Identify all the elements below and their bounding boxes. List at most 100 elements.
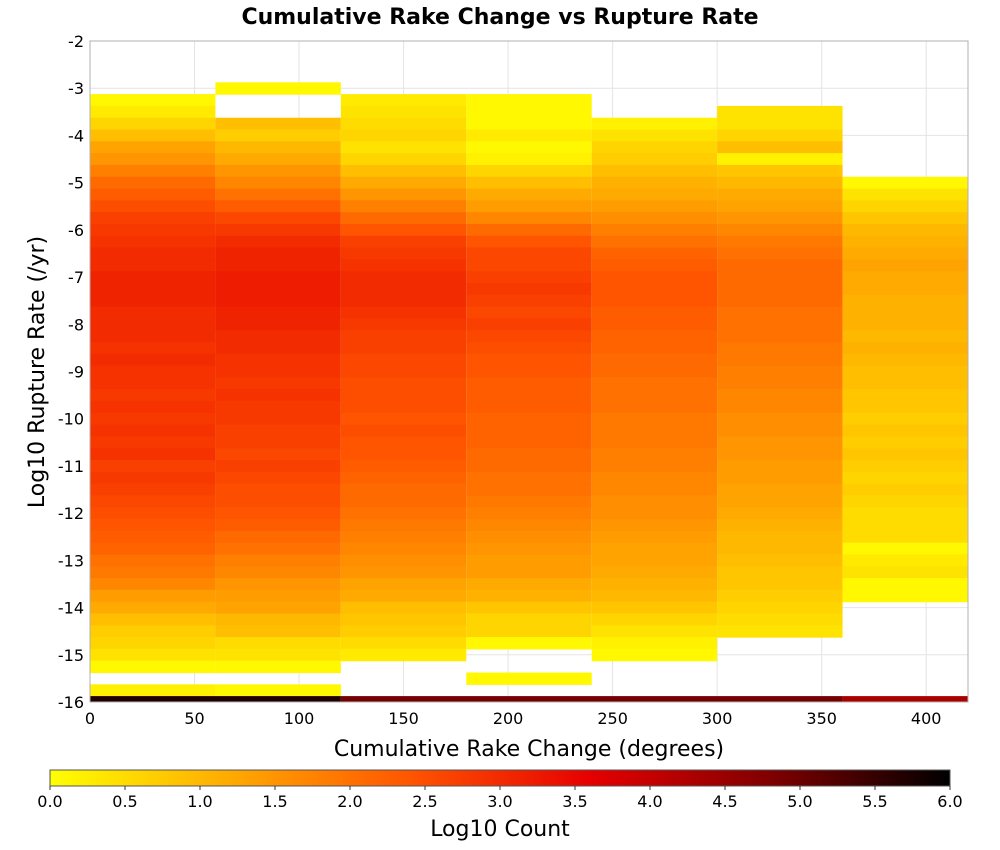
heatmap-cell <box>591 330 718 343</box>
heatmap-cells <box>90 82 968 702</box>
heatmap-cell <box>591 247 718 260</box>
heatmap-cell <box>215 495 341 508</box>
heatmap-cell <box>591 306 718 319</box>
heatmap-cell <box>215 554 341 567</box>
heatmap-cell <box>215 637 341 650</box>
heatmap-cell <box>340 554 467 567</box>
heatmap-cell <box>215 448 341 461</box>
heatmap-cell <box>717 235 843 249</box>
heatmap-cell <box>340 212 467 225</box>
heatmap-cell <box>842 530 968 544</box>
y-tick-label: -3 <box>68 79 84 98</box>
heatmap-cell <box>340 460 467 473</box>
heatmap-cell <box>215 271 341 284</box>
heatmap-cell <box>591 176 718 190</box>
heatmap-cell <box>215 141 341 154</box>
heatmap-cell <box>215 235 341 249</box>
heatmap-cell <box>591 578 718 591</box>
heatmap-cell <box>90 460 216 473</box>
heatmap-cell <box>90 247 216 260</box>
heatmap-cell <box>340 507 467 520</box>
heatmap-cell <box>591 495 718 508</box>
heatmap-cell <box>215 542 341 556</box>
heatmap-cell <box>215 330 341 343</box>
y-tick-label: -7 <box>68 268 84 287</box>
heatmap-cell <box>591 637 718 650</box>
heatmap-cell <box>90 223 216 237</box>
heatmap-cell <box>90 282 216 296</box>
heatmap-cell <box>466 153 592 166</box>
heatmap-cell <box>842 223 968 237</box>
heatmap-cell <box>340 105 467 119</box>
heatmap-cell <box>466 578 592 591</box>
heatmap-cell <box>90 306 216 319</box>
heatmap-cell <box>340 129 467 142</box>
heatmap-cell <box>340 223 467 237</box>
heatmap-cell <box>340 389 467 402</box>
y-tick-label: -6 <box>68 221 84 240</box>
heatmap-cell <box>717 578 843 591</box>
heatmap-cell <box>717 282 843 296</box>
colorbar <box>49 769 951 787</box>
colorbar-tick-label: 1.5 <box>262 792 287 811</box>
heatmap-cell <box>466 129 592 142</box>
heatmap-cell <box>340 519 467 532</box>
heatmap-cell <box>215 625 341 638</box>
heatmap-cell <box>90 401 216 414</box>
heatmap-cell <box>90 648 216 662</box>
heatmap-cell <box>591 223 718 237</box>
heatmap-cell <box>215 436 341 449</box>
heatmap-cell <box>591 401 718 414</box>
heatmap-cell <box>717 389 843 402</box>
y-tick-label: -2 <box>68 32 84 51</box>
heatmap-cell <box>466 637 592 650</box>
heatmap-cell <box>90 330 216 343</box>
heatmap-cell <box>215 82 341 95</box>
heatmap-cell <box>717 271 843 284</box>
heatmap-cell <box>215 519 341 532</box>
heatmap-cell <box>466 507 592 520</box>
heatmap-cell <box>842 507 968 520</box>
heatmap-cell <box>340 625 467 638</box>
heatmap-cell <box>466 436 592 449</box>
y-tick-label: -9 <box>68 363 84 382</box>
heatmap-cell <box>717 554 843 567</box>
heatmap-cell <box>466 212 592 225</box>
heatmap-cell <box>466 200 592 213</box>
heatmap-cell <box>717 495 843 508</box>
heatmap-cell <box>717 365 843 379</box>
heatmap-cell <box>717 613 843 626</box>
heatmap-cell <box>466 235 592 249</box>
heatmap-cell <box>90 200 216 213</box>
heatmap-cell <box>90 412 216 426</box>
heatmap-cell <box>717 542 843 556</box>
heatmap-cell <box>215 365 341 379</box>
y-tick-label: -4 <box>68 126 84 145</box>
heatmap-cell <box>90 164 216 178</box>
heatmap-cell <box>215 613 341 626</box>
heatmap-cell <box>466 365 592 379</box>
heatmap-cell <box>215 471 341 485</box>
heatmap-cell <box>842 377 968 390</box>
heatmap-cell <box>717 259 843 272</box>
heatmap-cell <box>90 377 216 390</box>
heatmap-cell <box>842 448 968 461</box>
heatmap-cell <box>90 365 216 379</box>
heatmap-cell <box>466 672 592 685</box>
heatmap-cell <box>591 542 718 556</box>
heatmap-cell <box>215 176 341 190</box>
heatmap-cell <box>340 330 467 343</box>
x-tick-label: 400 <box>911 709 942 728</box>
heatmap-cell <box>90 436 216 449</box>
heatmap-cell <box>591 200 718 213</box>
heatmap-cell <box>842 542 968 556</box>
y-axis-label: Log10 Rupture Rate (/yr) <box>25 236 50 508</box>
heatmap-cell <box>717 448 843 461</box>
heatmap-cell <box>90 554 216 567</box>
heatmap-cell <box>340 637 467 650</box>
heatmap-cell <box>591 448 718 461</box>
heatmap-cell <box>90 589 216 603</box>
heatmap-cell <box>591 519 718 532</box>
heatmap-cell <box>215 153 341 166</box>
heatmap-cell <box>215 117 341 131</box>
